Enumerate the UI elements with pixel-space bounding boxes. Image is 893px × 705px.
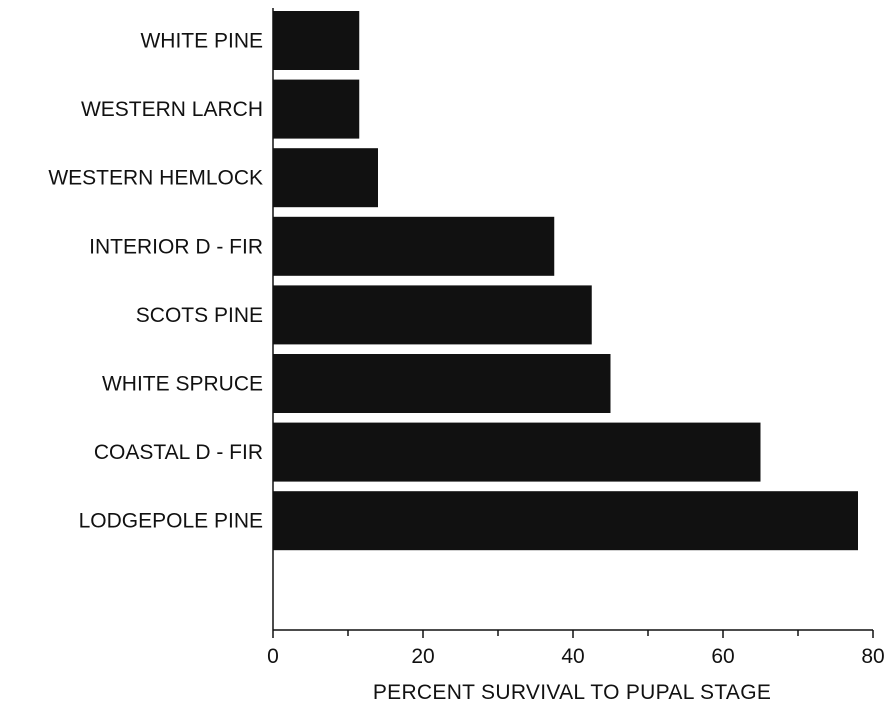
category-label-western-hemlock: WESTERN HEMLOCK xyxy=(48,167,263,190)
category-labels: WHITE PINE WESTERN LARCH WESTERN HEMLOCK IN… xyxy=(48,30,263,533)
bar-lodgepole-pine xyxy=(273,491,858,551)
x-tick-labels: 0 20 40 60 80 xyxy=(267,645,885,668)
x-tick-label: 0 xyxy=(267,645,279,668)
category-label-lodgepole-pine: LODGEPOLE PINE xyxy=(79,510,263,533)
category-label-interior-d-fir: INTERIOR D - FIR xyxy=(89,235,263,258)
x-tick-label: 60 xyxy=(711,645,734,668)
category-label-scots-pine: SCOTS PINE xyxy=(136,304,263,327)
category-label-white-spruce: WHITE SPRUCE xyxy=(102,373,263,396)
bar-white-spruce xyxy=(273,354,611,413)
bars-group xyxy=(273,11,858,551)
bar-western-larch xyxy=(273,79,360,139)
x-axis-ticks xyxy=(272,630,874,638)
x-tick-label: 80 xyxy=(861,645,884,668)
bar-coastal-d-fir xyxy=(273,422,761,482)
bar-western-hemlock xyxy=(273,148,378,208)
category-label-western-larch: WESTERN LARCH xyxy=(81,98,263,121)
category-label-coastal-d-fir: COASTAL D - FIR xyxy=(94,441,263,464)
category-label-white-pine: WHITE PINE xyxy=(140,30,263,53)
bar-white-pine xyxy=(273,11,360,70)
x-tick-label: 20 xyxy=(411,645,434,668)
x-tick-label: 40 xyxy=(561,645,584,668)
bar-scots-pine xyxy=(273,285,592,345)
x-axis-title: PERCENT SURVIVAL TO PUPAL STAGE xyxy=(373,681,771,704)
bar-interior-d-fir xyxy=(273,216,555,276)
